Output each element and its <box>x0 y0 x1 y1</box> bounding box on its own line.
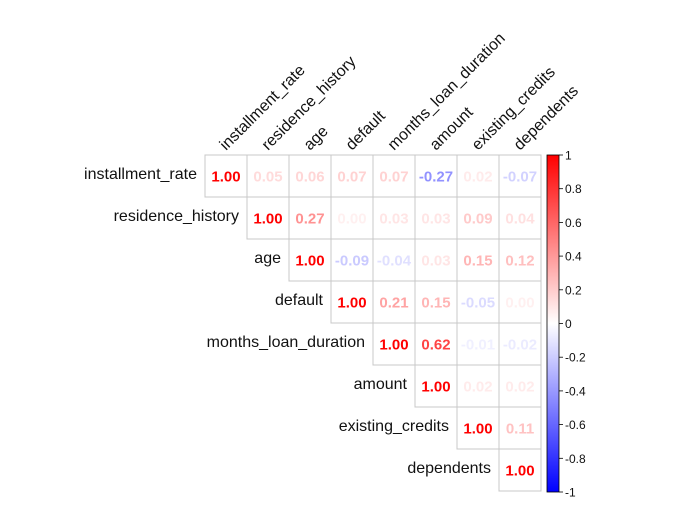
heatmap-cell <box>288 196 332 240</box>
heatmap-cell <box>498 154 542 198</box>
cell-value-label: 0.15 <box>463 253 492 270</box>
row-label: age <box>254 250 281 267</box>
cell-value-label: -0.27 <box>419 169 453 186</box>
heatmap-cell <box>246 196 290 240</box>
cell-value-label: 1.00 <box>211 169 240 186</box>
colorbar-tick-label: 0 <box>565 317 572 331</box>
colorbar-tick-label: 0.8 <box>565 182 582 196</box>
row-label: default <box>275 292 324 309</box>
heatmap-cell <box>498 448 542 492</box>
colorbar-tick-label: 0.4 <box>565 250 582 264</box>
heatmap-cell <box>414 238 458 282</box>
row-label: installment_rate <box>84 166 197 183</box>
cell-value-label: -0.04 <box>377 253 412 270</box>
row-label: amount <box>354 376 408 393</box>
cell-value-label: 0.03 <box>379 211 408 228</box>
cell-value-label: -0.02 <box>503 337 537 354</box>
cell-value-label: 0.02 <box>505 379 534 396</box>
cell-value-label: 0.09 <box>463 211 492 228</box>
heatmap-cell <box>288 154 332 198</box>
cell-value-label: 0.07 <box>379 169 408 186</box>
cell-value-label: -0.01 <box>461 337 495 354</box>
colorbar-tick-label: -0.6 <box>565 418 586 432</box>
row-label: residence_history <box>114 208 239 225</box>
cell-value-label: 0.00 <box>337 211 366 228</box>
cell-value-label: 1.00 <box>505 463 534 480</box>
cell-value-label: 0.27 <box>295 211 324 228</box>
colorbar-tick-label: -0.4 <box>565 384 586 398</box>
row-label: existing_credits <box>339 418 449 435</box>
colorbar-tick-label: 0.6 <box>565 216 582 230</box>
cell-value-label: 1.00 <box>421 379 450 396</box>
colorbar-tick-label: 0.2 <box>565 283 582 297</box>
heatmap-cell <box>330 280 374 324</box>
heatmap-cell <box>456 196 500 240</box>
cell-value-label: 0.03 <box>421 211 450 228</box>
colorbar-gradient <box>546 154 560 493</box>
heatmap-cell <box>414 280 458 324</box>
colorbar: 1 0.8 0.6 0.4 0.2 0 -0.2 -0.4 -0.6 -0.8 -1 <box>546 149 586 500</box>
heatmap-cell <box>498 280 542 324</box>
row-label: dependents <box>407 460 491 477</box>
heatmap-cell <box>372 280 416 324</box>
heatmap-cell <box>246 154 290 198</box>
cell-value-label: 0.07 <box>337 169 366 186</box>
heatmap-cell <box>456 280 500 324</box>
heatmap-cell <box>498 238 542 282</box>
cell-value-label: -0.05 <box>461 295 495 312</box>
cell-value-label: 0.21 <box>379 295 408 312</box>
cell-value-label: 0.04 <box>505 211 535 228</box>
cell-value-label: 1.00 <box>337 295 366 312</box>
heatmap-cell <box>498 322 542 366</box>
cell-value-label: 1.00 <box>295 253 324 270</box>
heatmap-value-labels: 1.00 0.05 0.06 0.07 0.07 -0.27 0.02 -0.07 1.00 0.… <box>211 169 537 480</box>
cell-value-label: 0.05 <box>253 169 282 186</box>
heatmap-cell <box>414 364 458 408</box>
heatmap-cell <box>288 238 332 282</box>
heatmap-cell <box>372 238 416 282</box>
cell-value-label: 1.00 <box>379 337 408 354</box>
colorbar-tick-label: -0.8 <box>565 452 586 466</box>
heatmap-cell <box>498 196 542 240</box>
heatmap-cell <box>372 196 416 240</box>
colorbar-tick-label: -1 <box>565 486 576 500</box>
cell-value-label: 0.11 <box>506 421 534 438</box>
cell-value-label: 0.02 <box>463 379 492 396</box>
cell-value-label: 0.00 <box>505 295 534 312</box>
cell-value-label: 1.00 <box>253 211 282 228</box>
heatmap-cell <box>330 238 374 282</box>
colorbar-tick-label: 1 <box>565 149 572 163</box>
heatmap-cell <box>204 154 248 198</box>
cell-value-label: 0.03 <box>421 253 450 270</box>
cell-value-label: 0.62 <box>421 337 450 354</box>
cell-value-label: -0.07 <box>503 169 537 186</box>
heatmap-cell <box>414 196 458 240</box>
heatmap-cells <box>204 154 542 492</box>
cell-value-label: 0.06 <box>295 169 324 186</box>
cell-value-label: 0.15 <box>421 295 450 312</box>
colorbar-tick-label: -0.2 <box>565 351 586 365</box>
row-label: months_loan_duration <box>207 334 365 351</box>
heatmap-cell <box>456 322 500 366</box>
cell-value-label: 1.00 <box>463 421 492 438</box>
cell-value-label: 0.02 <box>463 169 492 186</box>
cell-value-label: -0.09 <box>335 253 369 270</box>
cell-value-label: 0.12 <box>505 253 534 270</box>
